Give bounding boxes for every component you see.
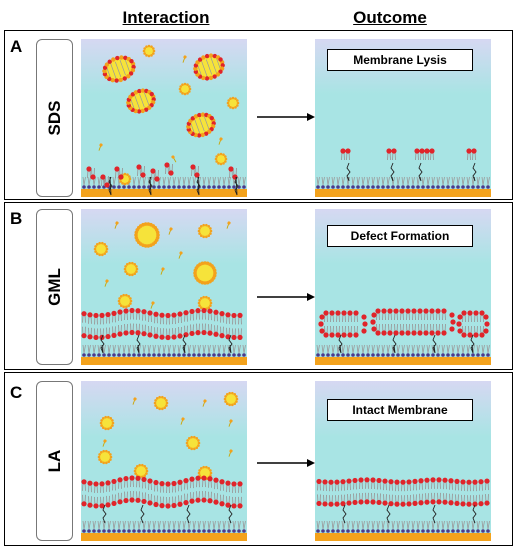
- micelle: [134, 222, 160, 248]
- tether-lines: [108, 176, 239, 196]
- micelle: [118, 172, 132, 186]
- interaction-header: Interaction: [122, 8, 210, 27]
- outcome-header: Outcome: [353, 8, 427, 27]
- micelle: [123, 261, 139, 277]
- micelle: [193, 261, 217, 285]
- micelle: [93, 241, 109, 257]
- lipid-bilayer: [318, 310, 368, 338]
- micelle: [153, 395, 169, 411]
- surfactant-label-box: LA: [36, 381, 73, 541]
- surfactant-monomer: [178, 251, 183, 259]
- micelle: [197, 223, 213, 239]
- surfactant-monomer: [202, 399, 207, 407]
- surfactant-monomer: [114, 221, 119, 229]
- outcome-label: Defect Formation: [327, 225, 473, 247]
- surfactant-monomer: [228, 419, 233, 427]
- lipid-bilayer: [370, 308, 456, 336]
- interaction-scene: [81, 39, 247, 197]
- surfactant-monomer: [182, 55, 187, 63]
- surfactant-label: LA: [44, 449, 64, 473]
- surfactant-monomer: [226, 221, 231, 229]
- supported-bilayer-base: [82, 344, 246, 357]
- surfactant-monomer: [171, 155, 177, 163]
- surfactant-label-box: SDS: [36, 39, 73, 197]
- micelle: [223, 391, 239, 407]
- micelle: [226, 96, 240, 110]
- mixed-micelle: [102, 55, 136, 83]
- outcome-label: Membrane Lysis: [327, 49, 473, 71]
- outcome-label: Intact Membrane: [327, 399, 473, 421]
- panel-letter: C: [10, 383, 23, 402]
- mixed-micelle: [193, 53, 225, 81]
- micelle: [142, 44, 156, 58]
- membrane-illustration: [81, 39, 247, 197]
- micelle: [133, 463, 149, 479]
- surfactant-monomer: [98, 143, 103, 151]
- lipid-bilayer: [81, 307, 243, 341]
- lipid-bilayer: [456, 310, 490, 338]
- supported-bilayer-base: [316, 176, 490, 189]
- surfactant-label: GML: [44, 268, 64, 306]
- supported-bilayer-base: [82, 520, 246, 533]
- micelle: [97, 449, 113, 465]
- solid-support: [315, 533, 491, 541]
- solid-support: [315, 189, 491, 197]
- panel-letter: B: [10, 209, 23, 228]
- panel-b: B GML Defect Formation: [4, 202, 513, 370]
- transition-arrow: [257, 113, 315, 121]
- surfactant-monomer: [104, 279, 109, 287]
- solid-support: [81, 189, 247, 197]
- surfactant-monomer: [102, 439, 107, 447]
- membrane-illustration: [81, 209, 247, 365]
- surfactant-monomer: [228, 449, 233, 457]
- micelle: [178, 82, 192, 96]
- panel-c: C LA Intact Membrane: [4, 372, 513, 546]
- surfactant-monomer: [160, 267, 165, 275]
- disrupted-lipids: [86, 162, 238, 188]
- solid-support: [81, 533, 247, 541]
- supported-bilayer-base: [316, 344, 490, 357]
- solid-support: [81, 357, 247, 365]
- surfactant-monomer: [168, 227, 173, 235]
- surfactant-label: SDS: [44, 100, 64, 136]
- lipid-bilayer: [81, 475, 243, 509]
- interaction-scene: [81, 381, 247, 541]
- tether-lines: [102, 504, 233, 524]
- micelle: [214, 152, 228, 166]
- panel-a: A SDS Membrane Lysis: [4, 30, 513, 200]
- surfactant-label-box: GML: [36, 209, 73, 365]
- surfactant-monomer: [150, 301, 155, 309]
- aqueous-background: [81, 209, 247, 365]
- tether-lines: [346, 162, 477, 182]
- tether-lines: [100, 334, 233, 354]
- mixed-micelle: [126, 88, 156, 114]
- membrane-illustration: [81, 381, 247, 541]
- surfactant-monomer: [180, 417, 185, 425]
- surfactant-monomer: [132, 397, 137, 405]
- solid-support: [315, 357, 491, 365]
- micelle: [99, 415, 115, 431]
- lipid-bilayer: [316, 477, 490, 507]
- interaction-scene: [81, 209, 247, 365]
- micelle: [185, 435, 201, 451]
- transition-arrow: [257, 459, 315, 467]
- panel-letter: A: [10, 37, 23, 56]
- tether-lines: [342, 504, 477, 524]
- mixed-micelle: [186, 112, 216, 138]
- micelle: [117, 293, 133, 309]
- tether-lines: [338, 334, 475, 354]
- residual-lipids: [340, 148, 477, 161]
- surfactant-monomer: [218, 137, 223, 145]
- transition-arrow: [257, 293, 315, 301]
